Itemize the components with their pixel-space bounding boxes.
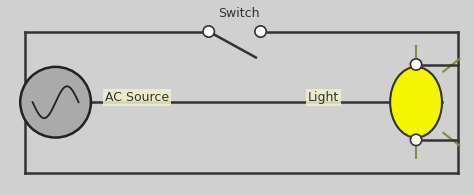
Circle shape [410,134,422,145]
Text: Switch: Switch [219,7,260,20]
Circle shape [255,26,266,37]
Circle shape [20,67,91,137]
Text: AC Source: AC Source [105,91,169,104]
Circle shape [410,59,422,70]
Text: Light: Light [308,91,339,104]
Ellipse shape [390,67,442,137]
Circle shape [203,26,214,37]
